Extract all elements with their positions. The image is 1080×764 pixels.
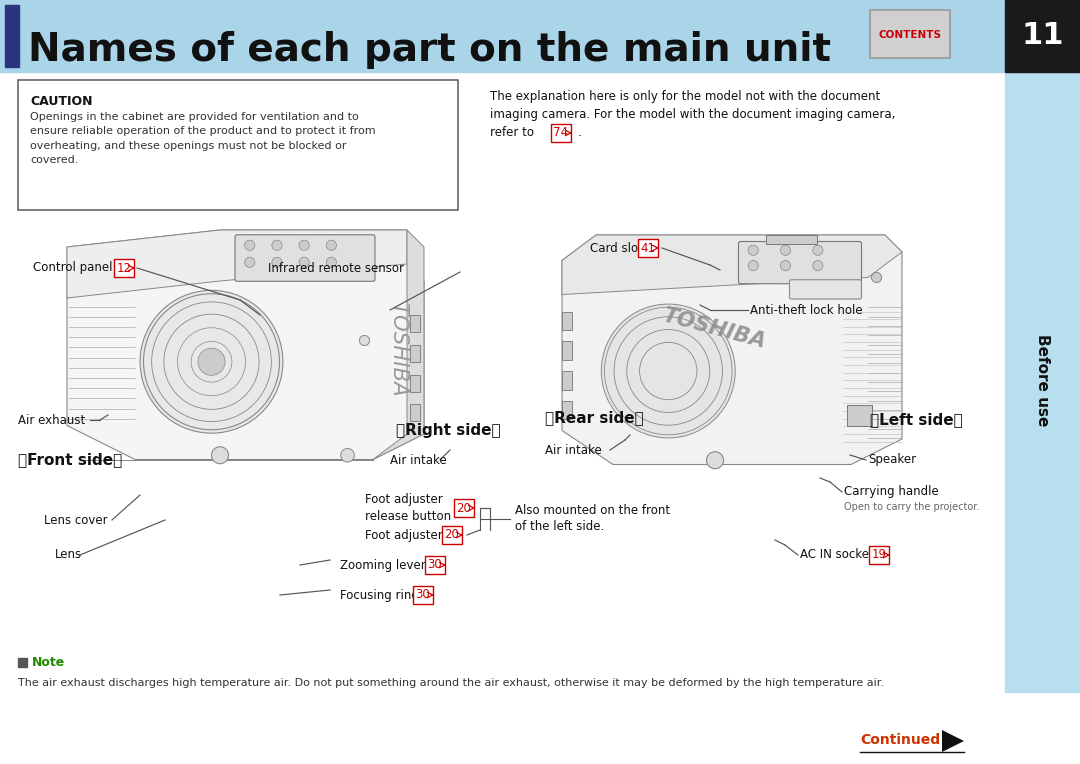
Text: 30: 30 [416, 588, 430, 601]
Bar [1005, 72, 1080, 692]
Text: Also mounted on the front: Also mounted on the front [515, 503, 670, 516]
Text: 30: 30 [428, 558, 443, 571]
Circle shape [813, 261, 823, 270]
Text: 「Rear side」: 「Rear side」 [545, 410, 644, 426]
Circle shape [245, 240, 255, 251]
Text: refer to: refer to [490, 126, 538, 139]
FancyBboxPatch shape [766, 235, 816, 244]
Text: 20: 20 [457, 501, 472, 514]
Text: 20: 20 [445, 529, 459, 542]
Text: Lens: Lens [55, 549, 82, 562]
Text: Carrying handle: Carrying handle [843, 485, 939, 498]
Bar [18, 658, 27, 667]
Circle shape [272, 257, 282, 267]
Circle shape [706, 452, 724, 469]
Text: The air exhaust discharges high temperature air. Do not put something around the: The air exhaust discharges high temperat… [18, 678, 885, 688]
Circle shape [326, 240, 337, 251]
Circle shape [299, 240, 309, 251]
FancyBboxPatch shape [409, 404, 420, 421]
Text: 11: 11 [1022, 21, 1064, 50]
Circle shape [748, 245, 758, 255]
Text: imaging camera. For the model with the document imaging camera,: imaging camera. For the model with the d… [490, 108, 895, 121]
Polygon shape [562, 235, 902, 294]
Circle shape [212, 447, 229, 464]
Text: Air intake: Air intake [390, 454, 447, 467]
FancyBboxPatch shape [562, 401, 572, 419]
FancyBboxPatch shape [789, 280, 862, 299]
Text: Anti-theft lock hole: Anti-theft lock hole [750, 303, 863, 316]
Text: 74: 74 [554, 127, 568, 140]
Text: 19: 19 [872, 549, 887, 562]
Polygon shape [67, 230, 424, 459]
FancyBboxPatch shape [409, 315, 420, 332]
FancyBboxPatch shape [409, 374, 420, 391]
FancyBboxPatch shape [409, 345, 420, 361]
FancyBboxPatch shape [562, 371, 572, 390]
Circle shape [781, 261, 791, 270]
Text: Air intake: Air intake [545, 443, 602, 457]
Text: Openings in the cabinet are provided for ventilation and to
ensure reliable oper: Openings in the cabinet are provided for… [30, 112, 376, 165]
Circle shape [198, 348, 225, 375]
Text: Lens cover: Lens cover [44, 513, 108, 526]
Text: Zooming lever: Zooming lever [340, 558, 426, 571]
FancyBboxPatch shape [235, 235, 375, 281]
Text: Card slot: Card slot [590, 241, 643, 254]
Text: Focusing ring: Focusing ring [340, 588, 419, 601]
Text: Continued: Continued [860, 733, 940, 747]
Text: Speaker: Speaker [868, 454, 916, 467]
Circle shape [245, 257, 255, 267]
Text: release button: release button [365, 510, 451, 523]
Polygon shape [373, 230, 424, 459]
Text: Control panel: Control panel [33, 261, 112, 274]
FancyBboxPatch shape [562, 312, 572, 330]
Text: Before use: Before use [1035, 334, 1050, 426]
Circle shape [140, 290, 283, 433]
Text: Open to carry the projector.: Open to carry the projector. [843, 502, 980, 512]
Circle shape [360, 335, 369, 345]
Circle shape [872, 273, 881, 283]
Circle shape [272, 240, 282, 251]
Polygon shape [942, 730, 964, 752]
Text: Note: Note [32, 656, 65, 668]
Text: The explanation here is only for the model not with the document: The explanation here is only for the mod… [490, 90, 880, 103]
Text: .: . [578, 126, 582, 139]
Text: Air exhaust: Air exhaust [18, 413, 85, 426]
FancyBboxPatch shape [870, 10, 950, 58]
Circle shape [340, 448, 354, 462]
Bar [0, 0, 1005, 72]
FancyBboxPatch shape [562, 342, 572, 360]
Text: 「Front side」: 「Front side」 [18, 452, 122, 468]
FancyBboxPatch shape [739, 241, 862, 283]
FancyBboxPatch shape [847, 405, 873, 426]
Polygon shape [562, 235, 902, 465]
Text: Names of each part on the main unit: Names of each part on the main unit [28, 31, 831, 69]
Circle shape [813, 245, 823, 255]
Text: of the left side.: of the left side. [515, 520, 604, 533]
Bar [5, 5, 19, 67]
Text: TOSHIBA: TOSHIBA [389, 302, 408, 397]
Text: AC IN socket: AC IN socket [800, 549, 874, 562]
Bar [1005, 0, 1080, 72]
Text: TOSHIBA: TOSHIBA [661, 305, 769, 352]
Text: CONTENTS: CONTENTS [878, 30, 942, 40]
Polygon shape [67, 230, 407, 298]
FancyBboxPatch shape [18, 80, 458, 210]
Circle shape [748, 261, 758, 270]
Circle shape [299, 257, 309, 267]
Text: 「Right side」: 「Right side」 [396, 422, 501, 438]
Text: 12: 12 [117, 261, 132, 274]
Text: Foot adjuster: Foot adjuster [365, 494, 443, 507]
Text: 41: 41 [640, 241, 656, 254]
Text: 「Left side」: 「Left side」 [870, 413, 962, 428]
Circle shape [602, 304, 735, 438]
Circle shape [781, 245, 791, 255]
Text: Foot adjuster: Foot adjuster [365, 529, 443, 542]
Text: CAUTION: CAUTION [30, 95, 93, 108]
Circle shape [326, 257, 337, 267]
Text: Infrared remote sensor: Infrared remote sensor [268, 261, 404, 274]
